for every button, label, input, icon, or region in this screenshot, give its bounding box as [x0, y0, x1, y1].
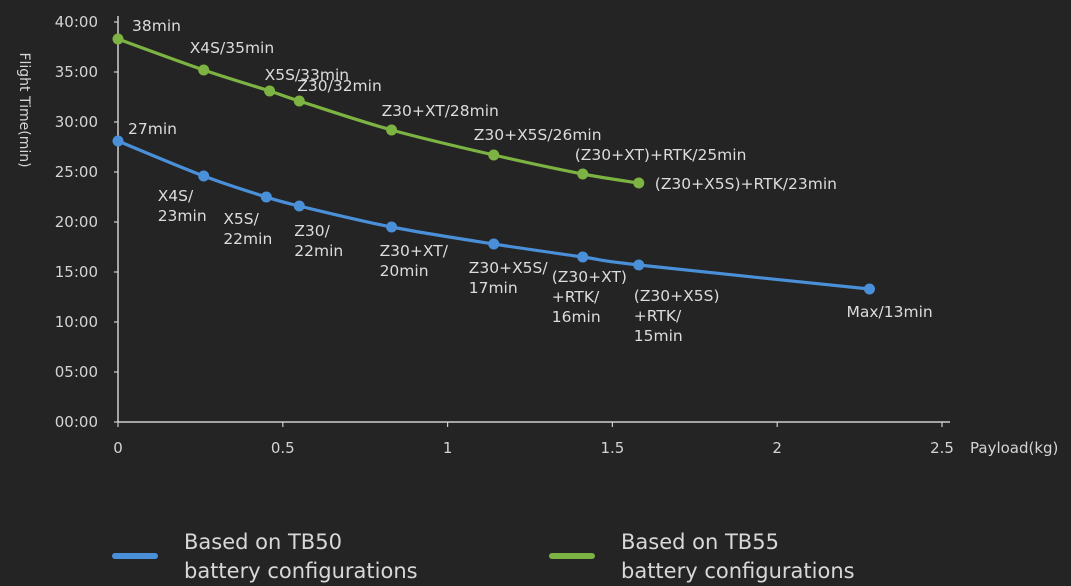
data-label-line: Max/13min	[846, 303, 932, 321]
data-label-line: 20min	[380, 262, 429, 280]
data-label-line: Z30+XT/	[380, 242, 449, 260]
legend-swatch-tb55	[549, 553, 595, 559]
data-label-line: Z30/	[294, 222, 330, 240]
y-tick-label: 10:00	[55, 313, 98, 331]
data-point-tb55	[264, 85, 276, 97]
data-label-line: 16min	[552, 308, 601, 326]
data-point-tb55	[112, 33, 124, 45]
data-label-line: Z30+X5S/	[469, 259, 549, 277]
y-tick-label: 40:00	[55, 13, 98, 31]
data-label-tb55: X5S/33min	[265, 66, 350, 84]
data-point-tb55	[488, 149, 500, 161]
y-tick-label: 05:00	[55, 363, 98, 381]
y-tick-label: 20:00	[55, 213, 98, 231]
data-label-line: 23min	[158, 207, 207, 225]
legend-line1: Based on TB55	[621, 530, 779, 554]
flight-time-chart: 00:00 05:00 10:00 15:00 20:00 25:00 30:00 35:00…	[16, 13, 1058, 457]
data-label-line: (Z30+X5S)+RTK/23min	[655, 175, 837, 193]
series-layer	[112, 33, 875, 295]
data-label-line: 27min	[128, 120, 177, 138]
data-point-tb50	[577, 251, 589, 263]
data-label-tb50: Z30+XT/20min	[380, 242, 449, 280]
data-label-tb55: Z30/32min	[297, 77, 382, 95]
x-tick-label: 0	[113, 439, 123, 457]
data-point-tb55	[386, 124, 398, 136]
x-tick-label: 1	[443, 439, 453, 457]
data-label-tb50: Z30/22min	[294, 222, 343, 260]
data-label-tb55: (Z30+X5S)+RTK/23min	[655, 175, 837, 193]
data-point-tb55	[293, 95, 305, 107]
x-tick-label: 1.5	[600, 439, 624, 457]
legend-line2: battery configurations	[184, 559, 418, 583]
data-label-line: (Z30+X5S)	[634, 287, 720, 305]
data-label-line: +RTK/	[552, 288, 600, 306]
data-label-line: X4S/	[158, 187, 194, 205]
data-label-line: 17min	[469, 279, 518, 297]
data-point-tb50	[386, 221, 398, 233]
data-label-line: +RTK/	[634, 307, 682, 325]
legend-item-tb55: Based on TB55 battery configurations	[549, 528, 855, 586]
data-label-tb50: (Z30+X5S) +RTK/15min	[634, 287, 720, 345]
data-label-line: X5S/33min	[265, 66, 350, 84]
data-point-tb50	[198, 170, 210, 182]
data-point-tb50	[488, 238, 500, 250]
data-label-tb55: X4S/35min	[190, 39, 274, 57]
data-point-tb50	[863, 283, 875, 295]
point-labels: 38minX4S/35minX5S/33minZ30/32minZ30+XT/2…	[128, 17, 933, 345]
y-tick-label: 00:00	[55, 413, 98, 431]
data-label-line: 22min	[223, 230, 272, 248]
data-label-tb50: Max/13min	[846, 303, 932, 321]
data-label-tb55: Z30+X5S/26min	[474, 126, 602, 144]
y-tick-label: 15:00	[55, 263, 98, 281]
data-label-tb55: Z30+XT/28min	[382, 102, 499, 120]
data-label-line: X4S/35min	[190, 39, 274, 57]
data-label-tb55: 38min	[132, 17, 181, 35]
data-label-line: X5S/	[223, 210, 259, 228]
y-tick-label: 30:00	[55, 113, 98, 131]
data-label-tb55: (Z30+XT)+RTK/25min	[575, 146, 747, 164]
data-label-line: 22min	[294, 242, 343, 260]
data-point-tb55	[198, 64, 210, 76]
y-axis-title: Flight Time(min)	[16, 52, 32, 167]
x-axis-title: Payload(kg)	[970, 439, 1058, 457]
data-label-tb50: X5S/22min	[223, 210, 272, 248]
y-tick-label: 25:00	[55, 163, 98, 181]
data-point-tb55	[577, 168, 589, 180]
data-label-tb50: X4S/23min	[158, 187, 207, 225]
data-point-tb50	[633, 259, 645, 271]
data-point-tb50	[112, 135, 124, 147]
series-line-tb55	[116, 37, 641, 185]
data-point-tb50	[260, 191, 272, 203]
data-label-line: Z30/32min	[297, 77, 382, 95]
x-tick-label: 2	[772, 439, 782, 457]
data-label-line: (Z30+XT)	[552, 268, 627, 286]
data-label-line: 38min	[132, 17, 181, 35]
data-label-tb50: (Z30+XT) +RTK/16min	[552, 268, 627, 326]
y-tick-label: 35:00	[55, 63, 98, 81]
data-label-line: Z30+XT/28min	[382, 102, 499, 120]
data-point-tb50	[293, 200, 305, 212]
x-tick-label: 0.5	[271, 439, 295, 457]
data-label-line: 15min	[634, 327, 683, 345]
axes: 00:00 05:00 10:00 15:00 20:00 25:00 30:00 35:00…	[16, 13, 1058, 457]
legend-line1: Based on TB50	[184, 530, 342, 554]
data-label-line: (Z30+XT)+RTK/25min	[575, 146, 747, 164]
data-label-line: Z30+X5S/26min	[474, 126, 602, 144]
legend-item-tb50: Based on TB50 battery configurations	[112, 528, 418, 586]
legend-label-tb55: Based on TB55 battery configurations	[621, 528, 855, 586]
x-tick-label: 2.5	[930, 439, 954, 457]
data-label-tb50: 27min	[128, 120, 177, 138]
legend-label-tb50: Based on TB50 battery configurations	[184, 528, 418, 586]
data-label-tb50: Z30+X5S/17min	[469, 259, 549, 297]
legend-swatch-tb50	[112, 553, 158, 559]
data-point-tb55	[633, 177, 645, 189]
legend-line2: battery configurations	[621, 559, 855, 583]
